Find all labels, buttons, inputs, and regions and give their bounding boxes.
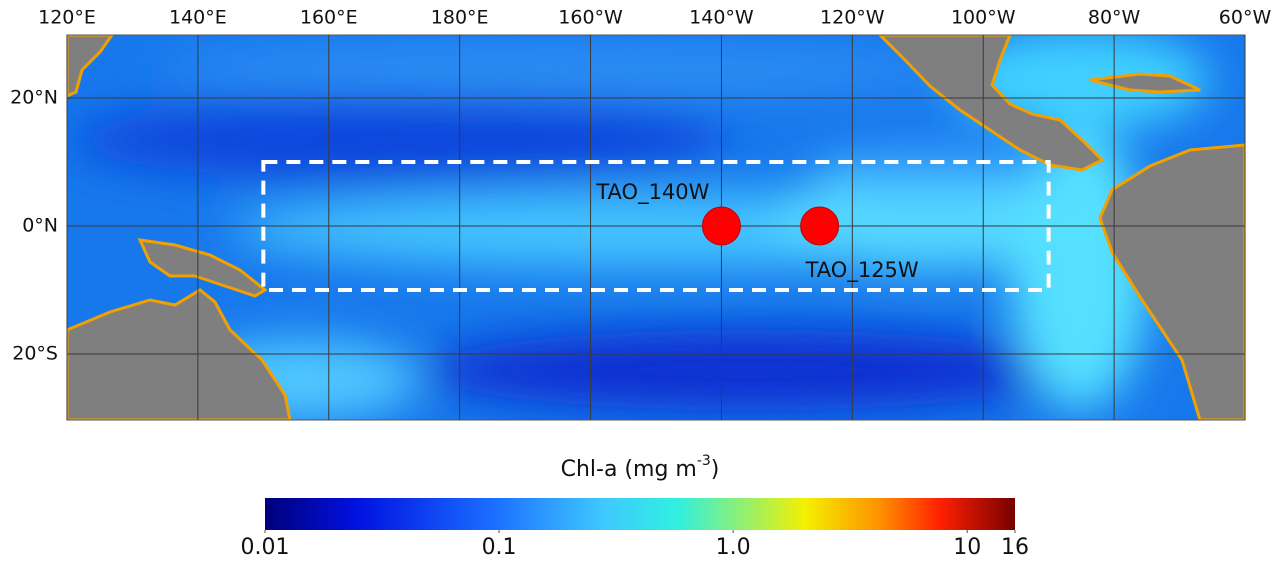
lon-tick-label: 140°E bbox=[169, 7, 227, 29]
lat-tick-label: 20°S bbox=[12, 343, 58, 365]
lon-tick-label: 80°W bbox=[1088, 7, 1141, 29]
colorbar-tick-label: 1.0 bbox=[716, 535, 751, 560]
colorbar-tick-label: 0.01 bbox=[241, 535, 290, 560]
station-label: TAO_140W bbox=[595, 180, 709, 205]
lon-tick-label: 120°W bbox=[820, 7, 885, 29]
colorbar bbox=[265, 498, 1015, 530]
station-label: TAO_125W bbox=[805, 258, 919, 283]
lon-tick-label: 100°W bbox=[951, 7, 1016, 29]
lon-tick-label: 140°W bbox=[689, 7, 754, 29]
lon-tick-label: 120°E bbox=[38, 7, 96, 29]
colorbar-title-exponent: -3 bbox=[697, 453, 711, 469]
lon-tick-label: 160°W bbox=[558, 7, 623, 29]
colorbar-tick-label: 16 bbox=[1001, 535, 1029, 560]
figure: Chl-a (mg m-3) 120°E 140°E 160°E 180°E 160°W… bbox=[0, 0, 1278, 561]
lon-tick-label: 180°E bbox=[431, 7, 489, 29]
lat-tick-label: 0°N bbox=[22, 215, 58, 237]
colorbar-tick-label: 0.1 bbox=[482, 535, 517, 560]
colorbar-title-text: Chl-a (mg m bbox=[561, 457, 697, 482]
lon-tick-label: 160°E bbox=[300, 7, 358, 29]
station-marker bbox=[702, 207, 740, 245]
colorbar-tick-label: 10 bbox=[953, 535, 981, 560]
colorbar-title-close: ) bbox=[711, 457, 720, 482]
station-marker bbox=[801, 207, 839, 245]
colorbar-title: Chl-a (mg m-3) bbox=[561, 453, 720, 482]
lat-tick-label: 20°N bbox=[10, 87, 58, 109]
lon-tick-label: 60°W bbox=[1219, 7, 1272, 29]
map-area bbox=[67, 30, 1245, 420]
